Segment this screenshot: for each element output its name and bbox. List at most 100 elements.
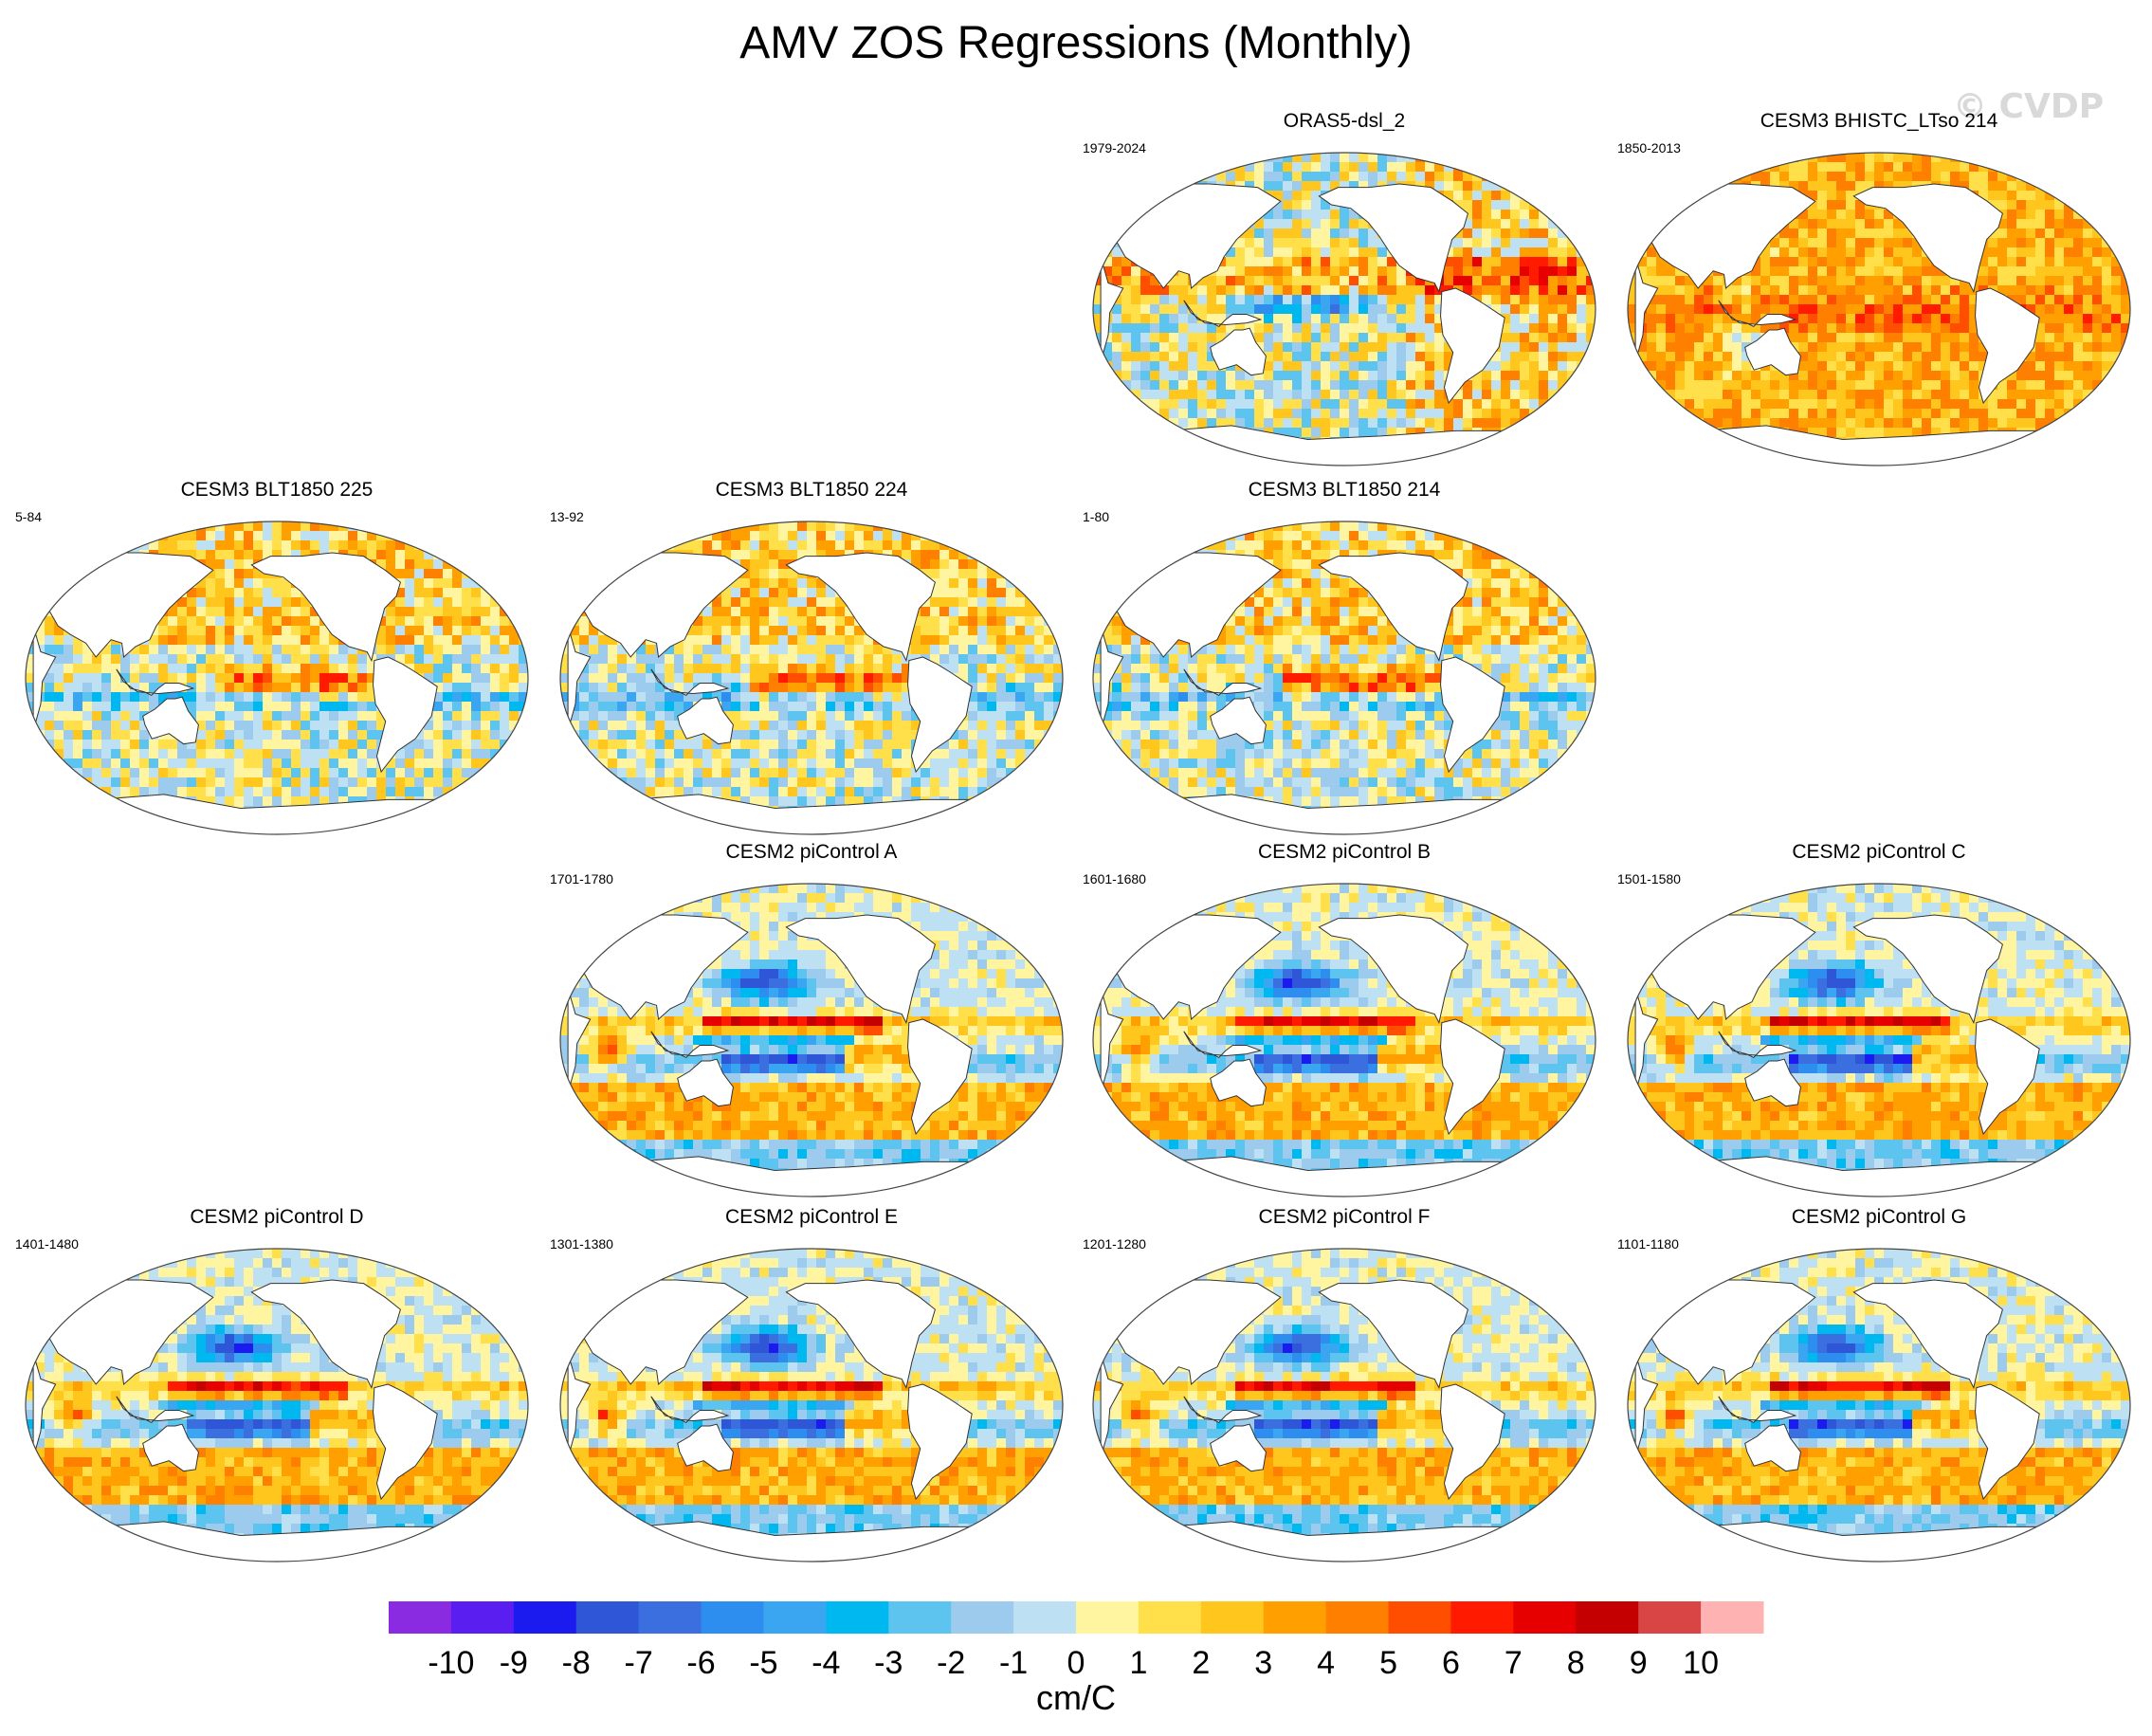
field-cell <box>1501 276 1511 286</box>
field-cell <box>1685 323 1695 334</box>
field-cell <box>1216 371 1227 381</box>
field-cell <box>2092 257 2103 267</box>
field-cell <box>1491 361 1502 372</box>
field-cell <box>2073 447 2084 457</box>
field-cell <box>2045 447 2055 457</box>
field-cell <box>92 654 102 665</box>
field-cell <box>1302 247 1312 258</box>
field-cell <box>92 711 102 722</box>
field-cell <box>1444 361 1454 372</box>
field-cell <box>2035 219 2046 229</box>
field-cell <box>1723 371 1733 381</box>
field-cell <box>2092 314 2103 324</box>
field-cell <box>1789 285 1799 296</box>
field-cell <box>509 758 520 769</box>
field-cell <box>462 540 472 551</box>
field-cell <box>206 654 216 665</box>
field-cell <box>1482 390 1492 400</box>
field-cell <box>1321 200 1331 210</box>
field-cell <box>1656 361 1667 372</box>
field-cell <box>1713 295 1723 305</box>
field-cell <box>1368 153 1378 163</box>
field-cell <box>1884 428 1894 438</box>
field-cell <box>1520 276 1530 286</box>
field-cell <box>1685 447 1695 457</box>
field-cell <box>1188 162 1198 173</box>
field-cell <box>500 569 510 579</box>
field-cell <box>2083 304 2093 315</box>
field-cell <box>1789 409 1799 419</box>
field-cell <box>263 692 273 703</box>
field-cell <box>1548 352 1559 362</box>
field-cell <box>509 521 520 532</box>
field-cell <box>1359 342 1369 353</box>
field-cell <box>1558 323 1568 334</box>
field-cell <box>1855 304 1866 315</box>
field-cell <box>1235 456 1246 466</box>
field-cell <box>1472 257 1483 267</box>
field-cell <box>1675 333 1686 343</box>
field-cell <box>1779 162 1790 173</box>
field-cell <box>1122 409 1132 419</box>
field-cell <box>414 550 425 560</box>
field-cell <box>424 740 434 750</box>
field-cell <box>1463 257 1473 267</box>
field-cell <box>1131 371 1141 381</box>
field-cell <box>1884 323 1894 334</box>
field-cell <box>1292 276 1303 286</box>
field-cell <box>1723 352 1733 362</box>
field-cell <box>1742 285 1752 296</box>
field-cell <box>2121 418 2130 429</box>
field-cell <box>348 683 358 693</box>
field-cell <box>1377 314 1388 324</box>
field-cell <box>1558 200 1568 210</box>
field-cell <box>433 683 444 693</box>
field-cell <box>82 768 93 778</box>
field-cell <box>1434 399 1445 410</box>
field-cell <box>1292 238 1303 248</box>
field-cell <box>414 654 425 665</box>
field-cell <box>196 531 207 541</box>
field-cell <box>462 616 472 627</box>
field-cell <box>1491 191 1502 201</box>
field-cell <box>111 721 121 731</box>
field-cell <box>1577 342 1587 353</box>
field-cell <box>1836 352 1847 362</box>
field-cell <box>26 588 36 598</box>
field-cell <box>1960 456 1970 466</box>
field-cell <box>1779 266 1790 277</box>
field-cell <box>1865 314 1875 324</box>
field-cell <box>405 768 415 778</box>
field-cell <box>1415 409 1426 419</box>
field-cell <box>1415 428 1426 438</box>
field-cell <box>139 768 150 778</box>
field-cell <box>1760 285 1771 296</box>
field-cell <box>45 559 55 570</box>
field-cell <box>2045 266 2055 277</box>
field-cell <box>1188 447 1198 457</box>
field-cell <box>1510 428 1521 438</box>
field-cell <box>348 777 358 788</box>
field-cell <box>1950 361 1961 372</box>
field-cell <box>1586 228 1596 239</box>
field-cell <box>1884 266 1894 277</box>
field-cell <box>481 664 491 674</box>
field-cell <box>1846 333 1856 343</box>
field-cell <box>357 702 368 712</box>
field-cell <box>2064 399 2074 410</box>
field-cell <box>1226 276 1236 286</box>
field-cell <box>1903 361 1913 372</box>
field-cell <box>1798 162 1809 173</box>
field-cell <box>2054 447 2065 457</box>
field-cell <box>1922 295 1932 305</box>
field-cell <box>1988 172 1998 182</box>
field-cell <box>1491 418 1502 429</box>
field-cell <box>1577 228 1587 239</box>
field-cell <box>101 768 112 778</box>
field-cell <box>1912 352 1923 362</box>
field-cell <box>1941 342 1951 353</box>
field-cell <box>2083 380 2093 391</box>
field-cell <box>1472 162 1483 173</box>
field-cell <box>1273 191 1284 201</box>
field-cell <box>1491 238 1502 248</box>
